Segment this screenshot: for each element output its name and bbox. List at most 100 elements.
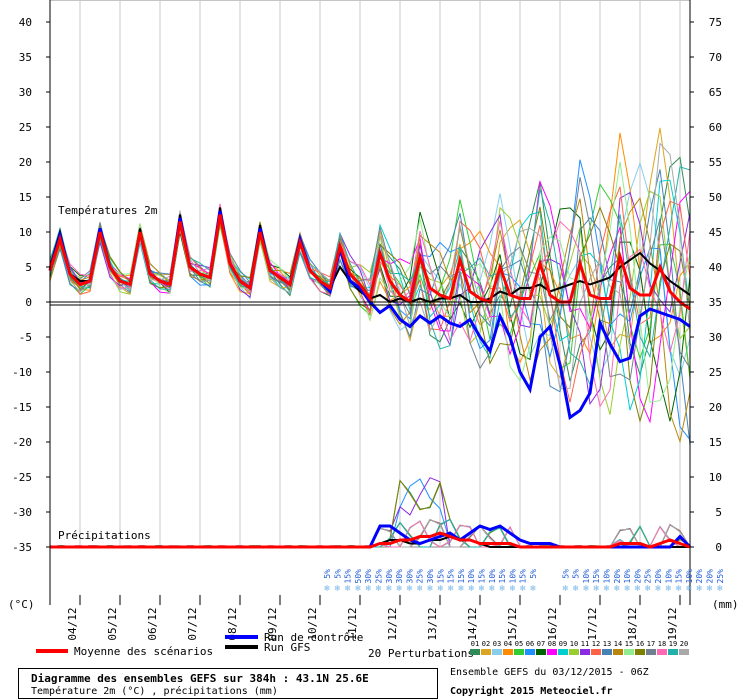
precipitation-section-label: Précipitations: [58, 529, 151, 542]
snow-probability-label: 30%: [395, 569, 404, 584]
y2-tick-label: 20: [709, 401, 722, 414]
snow-probability-label: 5%: [572, 569, 581, 579]
snow-probability-label: 20%: [695, 569, 704, 584]
y2-tick-label: 30: [709, 331, 722, 344]
snow-probability-label: 25%: [716, 569, 725, 584]
perturbation-id: 10: [570, 640, 578, 648]
snow-probability-label: 10%: [467, 569, 476, 584]
snow-probability-label: 20%: [654, 569, 663, 584]
snowflake-icon: ❄: [717, 584, 723, 594]
snow-probability-label: 15%: [592, 569, 601, 584]
x-tick-label: 15/12: [506, 607, 519, 640]
y2-tick-label: 15: [709, 436, 722, 449]
perturbation-swatch: [569, 649, 579, 655]
perturbation-swatch: [602, 649, 612, 655]
y-tick-label: -5: [19, 331, 32, 344]
perturbation-swatch: [470, 649, 480, 655]
temperature-section-label: Températures 2m: [58, 204, 158, 217]
perturbation-swatch: [580, 649, 590, 655]
x-tick-label: 17/12: [586, 607, 599, 640]
grid: [49, 0, 691, 548]
legend: Moyenne des scénarios Run de contrôleRun …: [36, 631, 689, 660]
snow-probability-label: 50%: [354, 569, 363, 584]
axes: 04/12 05/12 06/12 07/12 08/12 09/12 10/12 11/12…: [12, 0, 722, 641]
snow-probability-label: 10%: [488, 569, 497, 584]
y-tick-label: -15: [12, 401, 32, 414]
copyright: Copyright 2015 Meteociel.fr: [450, 686, 613, 697]
snowflake-icon: ❄: [396, 584, 402, 594]
perturbation-id: 16: [636, 640, 644, 648]
perturbation-id: 15: [625, 640, 633, 648]
perturbation-swatch: [514, 649, 524, 655]
snowflake-icon: ❄: [604, 584, 610, 594]
perturbation-id: 14: [614, 640, 622, 648]
snow-probability-strip: 5%❄5%❄15%❄50%❄30%❄25%❄30%❄30%❄30%❄25%❄30…: [323, 569, 725, 594]
x-tick-label: 05/12: [106, 607, 119, 640]
perturbation-swatch: [591, 649, 601, 655]
perturbation-id: 05: [515, 640, 523, 648]
perturbation-id: 13: [603, 640, 611, 648]
perturbation-swatch: [635, 649, 645, 655]
perturbation-swatch: [525, 649, 535, 655]
snowflake-icon: ❄: [666, 584, 672, 594]
y2-tick-label: 70: [709, 51, 722, 64]
y2-tick-label: 10: [709, 471, 722, 484]
perturbation-swatch: [679, 649, 689, 655]
snowflake-icon: ❄: [355, 584, 361, 594]
perturbation-id: 08: [548, 640, 556, 648]
snowflake-icon: ❄: [696, 584, 702, 594]
snowflake-icon: ❄: [593, 584, 599, 594]
x-tick-label: 09/12: [266, 607, 279, 640]
snowflake-icon: ❄: [345, 584, 351, 594]
snow-probability-label: 5%: [333, 569, 342, 579]
x-tick-label: 19/12: [666, 607, 679, 640]
y2-tick-label: 50: [709, 191, 722, 204]
y-tick-label: 10: [19, 226, 32, 239]
snow-probability-label: 20%: [706, 569, 715, 584]
x-tick-label: 11/12: [346, 607, 359, 640]
snow-probability-label: 15%: [675, 569, 684, 584]
perturbation-swatch: [547, 649, 557, 655]
perturbation-id: 18: [658, 640, 666, 648]
chart-subtitle: Température 2m (°C) , précipitations (mm…: [31, 686, 278, 697]
chart-title-box: Diagramme des ensembles GEFS sur 384h : …: [18, 668, 438, 699]
y-tick-label: -35: [12, 541, 32, 554]
snowflake-icon: ❄: [520, 584, 526, 594]
legend-label-gfs: Run GFS: [264, 641, 310, 654]
snowflake-icon: ❄: [686, 584, 692, 594]
x-tick-label: 08/12: [226, 607, 239, 640]
y2-tick-label: 25: [709, 366, 722, 379]
y-tick-label: -10: [12, 366, 32, 379]
perturbation-id: 02: [482, 640, 490, 648]
snow-probability-label: 15%: [457, 569, 466, 584]
y2-tick-label: 40: [709, 261, 722, 274]
snowflake-icon: ❄: [563, 584, 569, 594]
snowflake-icon: ❄: [407, 584, 413, 594]
x-tick-label: 12/12: [386, 607, 399, 640]
perturbation-swatch: [668, 649, 678, 655]
snow-probability-label: 15%: [447, 569, 456, 584]
snowflake-icon: ❄: [645, 584, 651, 594]
perturbation-swatch: [492, 649, 502, 655]
snowflake-icon: ❄: [458, 584, 464, 594]
perturbation-id: 11: [581, 640, 589, 648]
snow-probability-label: 15%: [344, 569, 353, 584]
perturbation-id: 07: [537, 640, 545, 648]
snowflake-icon: ❄: [386, 584, 392, 594]
snow-probability-label: 30%: [385, 569, 394, 584]
y-tick-label: 0: [25, 296, 32, 309]
y2-tick-label: 60: [709, 121, 722, 134]
snowflake-icon: ❄: [489, 584, 495, 594]
perturbation-temp-line: [49, 179, 691, 424]
snow-probability-label: 15%: [519, 569, 528, 584]
snow-probability-label: 30%: [405, 569, 414, 584]
chart-title: Diagramme des ensembles GEFS sur 384h : …: [31, 672, 369, 685]
snow-probability-label: 10%: [508, 569, 517, 584]
perturbation-swatch: [613, 649, 623, 655]
perturbation-id: 04: [504, 640, 512, 648]
snow-probability-label: 15%: [498, 569, 507, 584]
y2-tick-label: 0: [715, 541, 722, 554]
y-tick-label: 25: [19, 121, 32, 134]
x-tick-label: 10/12: [306, 607, 319, 640]
y-tick-label: -25: [12, 471, 32, 484]
